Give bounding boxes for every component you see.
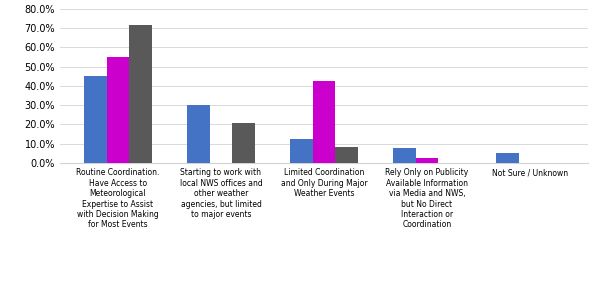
Bar: [416, 158, 439, 163]
Bar: [313, 81, 335, 163]
Bar: [130, 25, 152, 163]
Bar: [496, 153, 518, 163]
Bar: [232, 123, 255, 163]
Bar: [393, 148, 416, 163]
Bar: [290, 139, 313, 163]
Bar: [107, 57, 130, 163]
Bar: [84, 76, 107, 163]
Bar: [187, 105, 209, 163]
Bar: [335, 147, 358, 163]
